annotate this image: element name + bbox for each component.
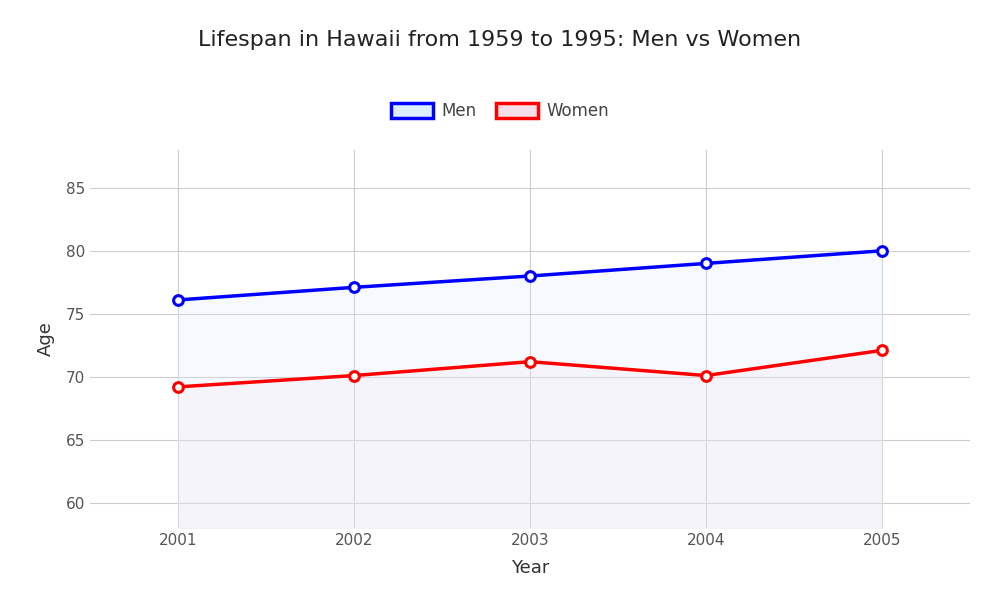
X-axis label: Year: Year xyxy=(511,559,549,577)
Y-axis label: Age: Age xyxy=(37,322,55,356)
Text: Lifespan in Hawaii from 1959 to 1995: Men vs Women: Lifespan in Hawaii from 1959 to 1995: Me… xyxy=(198,30,802,50)
Legend: Men, Women: Men, Women xyxy=(384,95,616,127)
